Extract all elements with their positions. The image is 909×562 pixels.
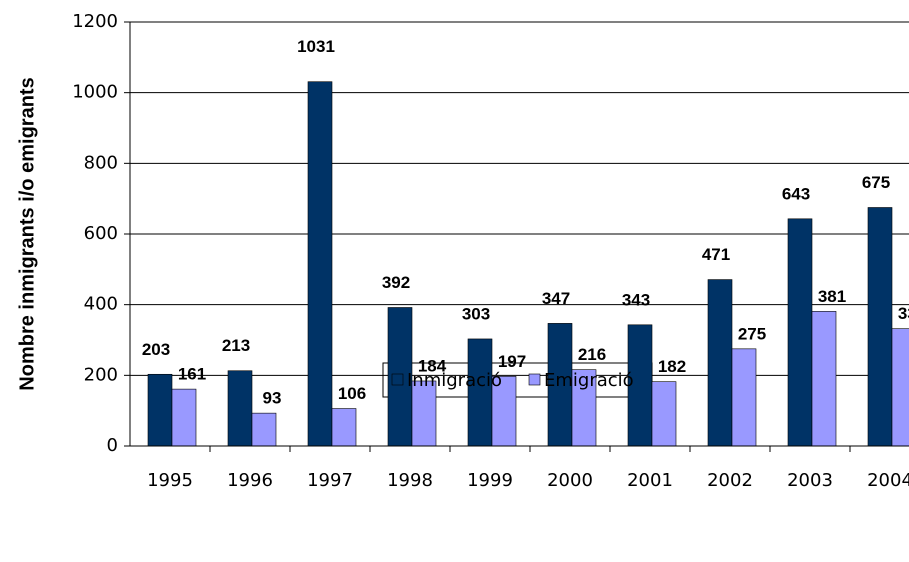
data-label: 675 (862, 173, 890, 192)
x-tick-label: 1997 (307, 470, 353, 491)
bar (147, 373, 173, 447)
bar (891, 328, 909, 447)
y-tick-label: 1000 (72, 82, 118, 103)
bar (227, 370, 253, 447)
data-label: 106 (338, 384, 366, 403)
data-label: 197 (498, 352, 526, 371)
x-tick-label: 1996 (227, 470, 273, 491)
bar (707, 279, 733, 447)
data-label: 343 (622, 290, 650, 309)
x-tick-label: 2003 (787, 470, 833, 491)
y-axis-label: Nombre inmigrants i/o emigrants (16, 77, 38, 390)
data-label: 1031 (297, 37, 335, 56)
y-tick-label: 800 (84, 152, 118, 173)
legend-swatch (391, 373, 404, 386)
data-label: 213 (222, 336, 250, 355)
x-tick-label: 1995 (147, 470, 193, 491)
data-label: 161 (178, 365, 206, 384)
bar (547, 323, 573, 447)
bar (467, 338, 493, 447)
data-label: 203 (142, 340, 170, 359)
bar (651, 381, 677, 447)
data-label: 347 (542, 289, 570, 308)
bar (411, 380, 437, 447)
data-label: 643 (782, 184, 810, 203)
legend-label: Emigració (544, 370, 634, 391)
x-tick-label: 2004 (867, 470, 909, 491)
data-label: 381 (818, 287, 846, 306)
bar (811, 311, 837, 447)
legend-swatch (528, 373, 541, 386)
x-tick-label: 2001 (627, 470, 673, 491)
data-label: 303 (462, 304, 490, 323)
data-label: 275 (738, 324, 766, 343)
bar (171, 388, 197, 447)
x-tick-label: 2000 (547, 470, 593, 491)
legend-label: Inmigració (407, 370, 502, 391)
data-label: 471 (702, 245, 730, 264)
bar (331, 408, 357, 447)
data-label: 184 (418, 356, 447, 375)
bar (251, 412, 277, 447)
data-label: 392 (382, 273, 410, 292)
y-tick-label: 200 (84, 364, 118, 385)
bar (571, 369, 597, 447)
data-label: 182 (658, 357, 686, 376)
data-label: 93 (263, 389, 282, 408)
y-tick-label: 600 (84, 223, 118, 244)
bar (307, 81, 333, 447)
bar (867, 207, 893, 447)
bar (627, 324, 653, 447)
x-tick-label: 1999 (467, 470, 513, 491)
y-tick-label: 400 (84, 294, 118, 315)
x-tick-label: 2002 (707, 470, 753, 491)
y-tick-label: 0 (107, 435, 118, 456)
y-tick-label: 1200 (72, 11, 118, 32)
x-tick-label: 1998 (387, 470, 433, 491)
data-label: 216 (578, 345, 606, 364)
bar (787, 218, 813, 447)
data-label: 332 (898, 304, 909, 323)
bar (731, 348, 757, 447)
